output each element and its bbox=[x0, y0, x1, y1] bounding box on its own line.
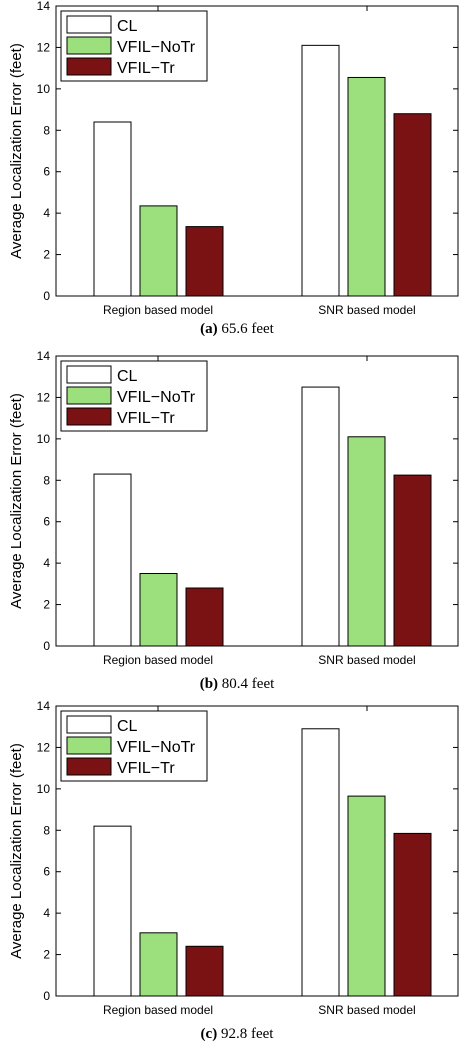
chart-panel-1: 0 2 4 6 8 10 12 14 Average Localization Error (f… bbox=[8, 0, 459, 337]
chart-panel-2: 0 2 4 6 8 10 12 14 Average Localization Error (f… bbox=[8, 349, 459, 692]
bar-cl-2 bbox=[301, 728, 340, 997]
y-tick-label: 0 bbox=[43, 289, 50, 303]
bar-vfil-tr-1 bbox=[185, 226, 224, 297]
x-category-label: Region based model bbox=[103, 653, 213, 667]
y-tick-label: 12 bbox=[37, 390, 51, 404]
y-axis-label: Average Localization Error (feet) bbox=[8, 743, 25, 959]
caption-label: (c) bbox=[201, 1026, 218, 1042]
legend-swatch bbox=[66, 736, 112, 755]
legend-label: VFIL−NoTr bbox=[117, 389, 196, 406]
legend-label: VFIL−Tr bbox=[117, 760, 175, 777]
y-tick-label: 14 bbox=[37, 349, 51, 363]
legend-swatch bbox=[66, 15, 112, 34]
legend-swatch bbox=[66, 36, 112, 55]
y-tick-label: 8 bbox=[43, 823, 50, 837]
chart-panel-3: 0 2 4 6 8 10 12 14 Average Localization Error (f… bbox=[8, 699, 459, 1042]
legend-swatch bbox=[66, 757, 112, 776]
caption-label: (a) bbox=[200, 321, 218, 337]
axes-box bbox=[55, 355, 459, 647]
x-category-label: Region based model bbox=[103, 303, 213, 317]
y-tick-label: 2 bbox=[43, 948, 50, 962]
bar-vfil-notr-2 bbox=[347, 76, 386, 297]
legend: CL VFIL−NoTr VFIL−Tr bbox=[60, 710, 208, 782]
legend-label: CL bbox=[117, 368, 138, 385]
bar-vfil-tr-2 bbox=[393, 113, 432, 297]
legend-swatch bbox=[66, 57, 112, 76]
y-tick-label: 10 bbox=[37, 432, 51, 446]
y-tick-label: 12 bbox=[37, 40, 51, 54]
legend: CL VFIL−NoTr VFIL−Tr bbox=[60, 360, 208, 432]
bar-vfil-notr-2 bbox=[347, 436, 386, 647]
y-tick-label: 14 bbox=[37, 0, 51, 13]
y-axis-label: Average Localization Error (feet) bbox=[8, 43, 25, 259]
caption: (b) 80.4 feet bbox=[200, 676, 275, 692]
y-tick-label: 12 bbox=[37, 740, 51, 754]
y-tick-label: 6 bbox=[43, 865, 50, 879]
caption-text: 80.4 feet bbox=[222, 676, 275, 692]
bar-vfil-tr-1 bbox=[185, 945, 224, 997]
y-tick-label: 0 bbox=[43, 639, 50, 653]
legend-label: VFIL−NoTr bbox=[117, 739, 196, 756]
bar-cl-2 bbox=[301, 386, 340, 647]
legend-swatch bbox=[66, 365, 112, 384]
y-tick-label: 6 bbox=[43, 515, 50, 529]
y-tick-label: 10 bbox=[37, 82, 51, 96]
bar-vfil-notr-1 bbox=[139, 932, 178, 997]
bar-cl-1 bbox=[93, 825, 132, 997]
legend-swatch bbox=[66, 386, 112, 405]
caption-text: 65.6 feet bbox=[221, 321, 274, 337]
legend-label: VFIL−NoTr bbox=[117, 39, 196, 56]
caption: (a) 65.6 feet bbox=[200, 321, 275, 337]
y-axis-label: Average Localization Error (feet) bbox=[8, 393, 25, 609]
x-category-label: SNR based model bbox=[318, 653, 415, 667]
y-tick-label: 4 bbox=[43, 556, 50, 570]
y-tick-label: 4 bbox=[43, 206, 50, 220]
bar-vfil-tr-1 bbox=[185, 587, 224, 647]
legend: CL VFIL−NoTr VFIL−Tr bbox=[60, 10, 208, 82]
y-tick-label: 10 bbox=[37, 782, 51, 796]
legend-label: CL bbox=[117, 718, 138, 735]
y-tick-label: 8 bbox=[43, 123, 50, 137]
y-tick-label: 14 bbox=[37, 699, 51, 713]
y-tick-label: 4 bbox=[43, 906, 50, 920]
y-tick-label: 6 bbox=[43, 165, 50, 179]
bar-vfil-notr-2 bbox=[347, 795, 386, 997]
bar-vfil-notr-1 bbox=[139, 205, 178, 297]
y-tick-label: 2 bbox=[43, 248, 50, 262]
y-tick-label: 2 bbox=[43, 598, 50, 612]
x-category-label: SNR based model bbox=[318, 1003, 415, 1017]
caption-label: (b) bbox=[200, 676, 218, 692]
legend-label: CL bbox=[117, 18, 138, 35]
caption: (c) 92.8 feet bbox=[201, 1026, 275, 1042]
x-category-label: Region based model bbox=[103, 1003, 213, 1017]
x-category-label: SNR based model bbox=[318, 303, 415, 317]
bar-vfil-tr-2 bbox=[393, 832, 432, 997]
legend-swatch bbox=[66, 407, 112, 426]
bar-vfil-tr-2 bbox=[393, 474, 432, 647]
axes-box bbox=[55, 5, 459, 297]
bar-cl-2 bbox=[301, 44, 340, 297]
bar-cl-1 bbox=[93, 121, 132, 297]
bar-cl-1 bbox=[93, 473, 132, 647]
y-tick-label: 8 bbox=[43, 473, 50, 487]
axes-box bbox=[55, 705, 459, 997]
bar-vfil-notr-1 bbox=[139, 573, 178, 647]
y-tick-label: 0 bbox=[43, 989, 50, 1003]
caption-text: 92.8 feet bbox=[221, 1026, 274, 1042]
legend-swatch bbox=[66, 715, 112, 734]
legend-label: VFIL−Tr bbox=[117, 60, 175, 77]
legend-label: VFIL−Tr bbox=[117, 410, 175, 427]
